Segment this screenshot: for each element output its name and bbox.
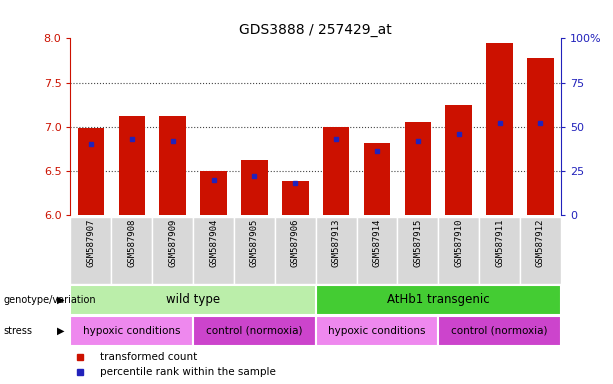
Text: control (normoxia): control (normoxia) (206, 326, 303, 336)
Bar (520, 217, 561, 284)
Bar (193, 316, 316, 346)
Bar (159, 116, 186, 215)
Text: GSM587913: GSM587913 (332, 219, 341, 267)
Text: wild type: wild type (166, 293, 220, 306)
Text: GSM587904: GSM587904 (209, 219, 218, 267)
Bar (200, 171, 227, 215)
Bar (486, 43, 513, 215)
Text: percentile rank within the sample: percentile rank within the sample (100, 367, 276, 377)
Text: GSM587911: GSM587911 (495, 219, 504, 267)
Bar (78, 129, 104, 215)
Bar (316, 316, 438, 346)
Bar (118, 116, 145, 215)
Bar (234, 217, 275, 284)
Text: transformed count: transformed count (100, 352, 197, 362)
Text: ▶: ▶ (57, 326, 64, 336)
Text: control (normoxia): control (normoxia) (451, 326, 548, 336)
Text: genotype/variation: genotype/variation (3, 295, 96, 305)
Bar (527, 58, 554, 215)
Bar (438, 316, 561, 346)
Text: GSM587905: GSM587905 (250, 219, 259, 267)
Text: GSM587907: GSM587907 (86, 219, 96, 267)
Text: GSM587906: GSM587906 (291, 219, 300, 267)
Bar (70, 217, 112, 284)
Text: GSM587908: GSM587908 (128, 219, 136, 267)
Text: AtHb1 transgenic: AtHb1 transgenic (387, 293, 490, 306)
Text: GSM587914: GSM587914 (373, 219, 381, 267)
Bar (193, 217, 234, 284)
Text: GSM587910: GSM587910 (454, 219, 463, 267)
Text: GSM587909: GSM587909 (168, 219, 177, 267)
Bar (152, 217, 193, 284)
Bar (438, 217, 479, 284)
Text: GSM587912: GSM587912 (536, 219, 545, 267)
Bar (479, 217, 520, 284)
Text: hypoxic conditions: hypoxic conditions (328, 326, 426, 336)
Bar (357, 217, 397, 284)
Bar (70, 316, 193, 346)
Bar (446, 104, 472, 215)
Bar (275, 217, 316, 284)
Bar (316, 217, 357, 284)
Title: GDS3888 / 257429_at: GDS3888 / 257429_at (239, 23, 392, 37)
Bar (112, 217, 152, 284)
Bar (241, 160, 268, 215)
Text: stress: stress (3, 326, 32, 336)
Bar (397, 217, 438, 284)
Bar (70, 285, 316, 315)
Bar (364, 142, 390, 215)
Text: hypoxic conditions: hypoxic conditions (83, 326, 181, 336)
Bar (282, 182, 308, 215)
Text: ▶: ▶ (57, 295, 64, 305)
Text: GSM587915: GSM587915 (413, 219, 422, 267)
Bar (323, 127, 349, 215)
Bar (316, 285, 561, 315)
Bar (405, 122, 431, 215)
